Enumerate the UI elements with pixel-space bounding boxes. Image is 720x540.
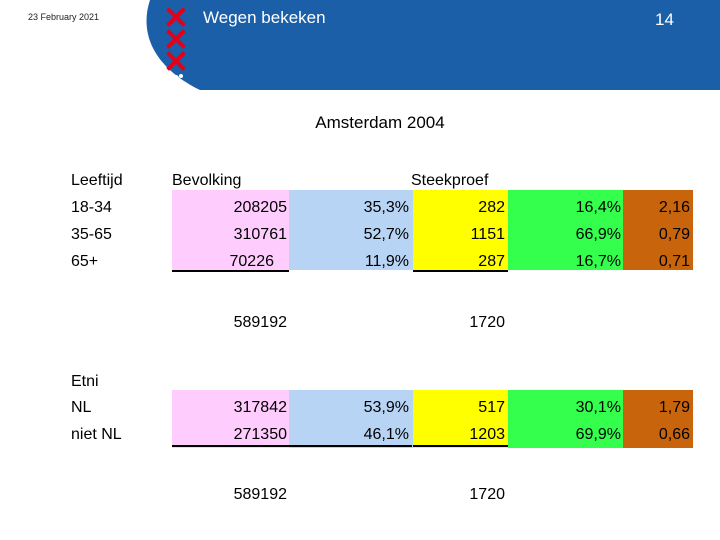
population-value: 310761: [233, 226, 287, 243]
population-total: 589192: [233, 314, 287, 331]
population-column-bg: [172, 190, 289, 270]
sample-pct-value: 16,7%: [575, 253, 621, 270]
population-pct-value: 11,9%: [364, 253, 409, 270]
sample-total: 1720: [469, 314, 505, 331]
ratio-column-bg: [623, 190, 693, 270]
header-bar: [0, 0, 720, 90]
sample-value: 1203: [469, 426, 505, 443]
population-value: 208205: [233, 199, 287, 216]
ethnic-ratio-column-bg: [623, 390, 693, 448]
header-wave-shape: [0, 0, 200, 90]
row-label: 65+: [71, 253, 99, 270]
ethnic-sample-column-bg: [413, 390, 508, 448]
column-header-population: Bevolking: [172, 172, 242, 189]
ethnic-sample-sum-line: [413, 445, 508, 447]
ethnic-population-sum-line: [172, 445, 412, 447]
ratio-value: 1,79: [658, 399, 690, 416]
ratio-value: 0,71: [658, 253, 690, 270]
population-pct-value: 46,1%: [363, 426, 409, 443]
population-sum-line: [172, 270, 289, 272]
row-label: NL: [71, 399, 92, 416]
ethnic-population-pct-column-bg: [289, 390, 413, 448]
ethnic-sample-total: 1720: [469, 486, 505, 503]
population-value: 317842: [233, 399, 287, 416]
row-label: 18-34: [71, 199, 112, 216]
population-pct-column-bg: [289, 190, 413, 270]
population-pct-value: 52,7%: [363, 226, 409, 243]
sample-value: 517: [478, 399, 505, 416]
sample-sum-line: [413, 270, 508, 272]
table-heading: Amsterdam 2004: [315, 113, 445, 132]
sample-pct-value: 30,1%: [575, 399, 621, 416]
row-label: niet NL: [71, 426, 122, 443]
row-label: 35-65: [71, 226, 112, 243]
sample-pct-column-bg: [508, 190, 623, 270]
ethnic-population-column-bg: [172, 390, 289, 448]
amsterdam-xxx-crest-icon: [166, 7, 186, 84]
sample-pct-value: 69,9%: [575, 426, 621, 443]
ethnic-sample-pct-column-bg: [508, 390, 623, 448]
slide-title: Wegen bekeken: [203, 8, 326, 27]
population-value: 271350: [233, 426, 287, 443]
sample-column-bg: [413, 190, 508, 270]
ratio-value: 0,66: [658, 426, 690, 443]
sample-pct-value: 16,4%: [575, 199, 621, 216]
column-header-age: Leeftijd: [71, 172, 123, 189]
sample-value: 1151: [470, 226, 505, 243]
slide-date: 23 February 2021: [28, 12, 100, 22]
column-header-sample: Steekproef: [411, 172, 489, 189]
sample-value: 282: [478, 199, 505, 216]
population-pct-value: 35,3%: [363, 199, 409, 216]
ethnic-section-label: Etni: [71, 373, 99, 390]
sample-pct-value: 66,9%: [575, 226, 621, 243]
ethnic-population-total: 589192: [233, 486, 287, 503]
population-pct-value: 53,9%: [363, 399, 409, 416]
population-value: 70226: [229, 253, 275, 270]
page-number: 14: [655, 10, 674, 29]
ratio-value: 2,16: [658, 199, 690, 216]
sample-value: 287: [478, 253, 505, 270]
ratio-value: 0,79: [658, 226, 690, 243]
